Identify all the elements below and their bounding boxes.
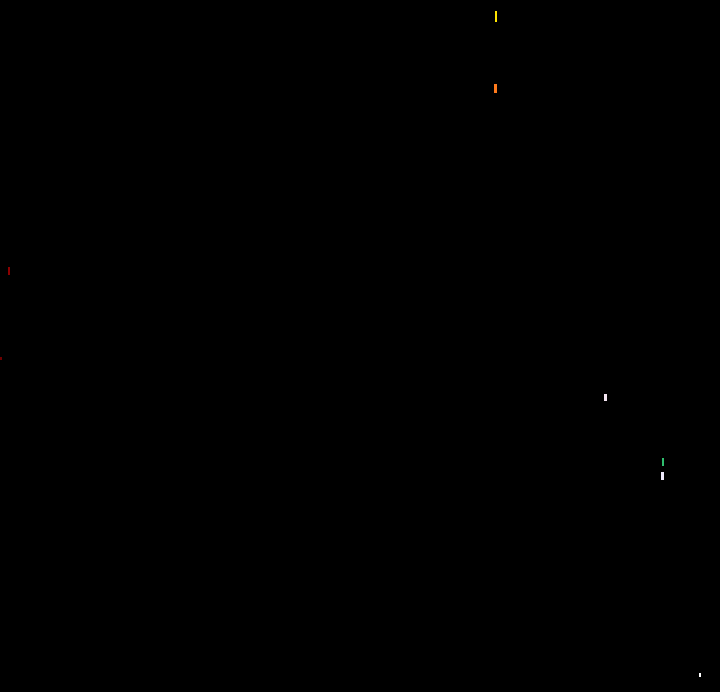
sprite-green-bar xyxy=(662,458,664,466)
sprite-lavender-white-bar xyxy=(661,472,664,480)
sprite-yellow-bar xyxy=(495,11,497,22)
sprite-pink-white-bar xyxy=(604,394,607,401)
sprite-red-edge-dot xyxy=(0,357,2,360)
sprite-dark-red-mark xyxy=(8,267,10,275)
sprite-orange-bar xyxy=(494,84,497,93)
sprite-white-dot xyxy=(699,673,701,677)
